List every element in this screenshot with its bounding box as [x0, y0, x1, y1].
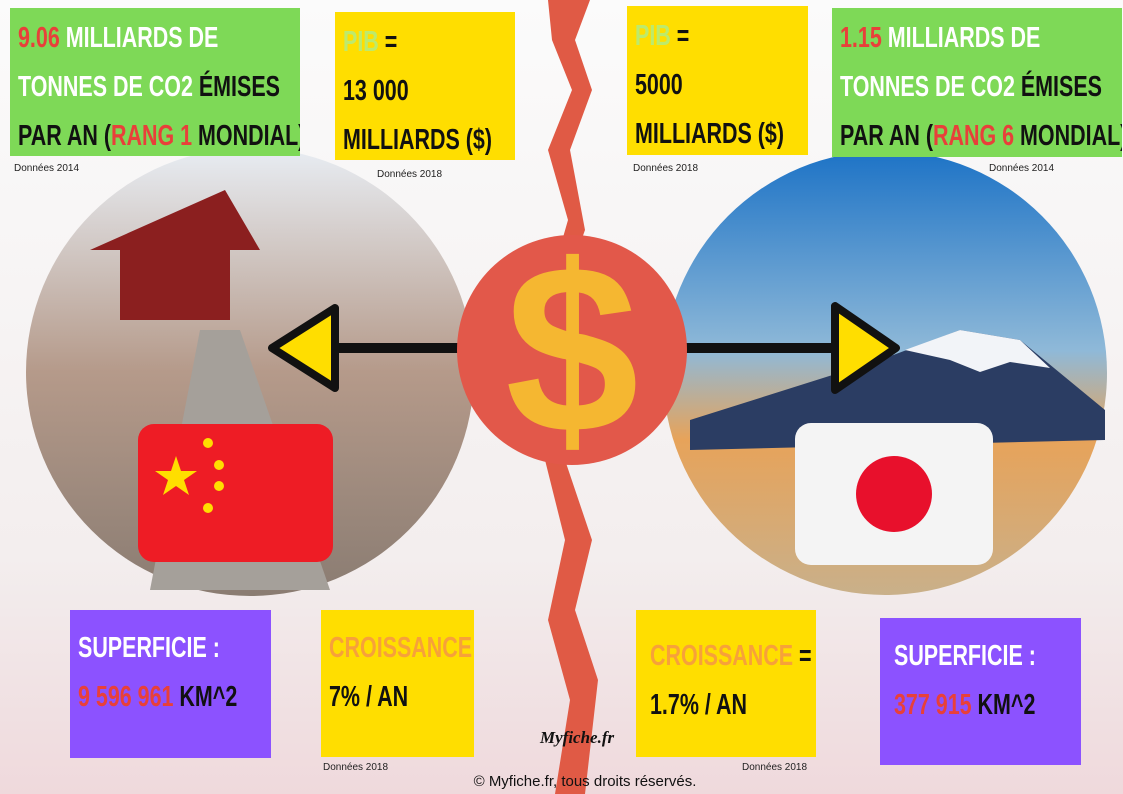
- text-segment: =: [472, 632, 474, 664]
- text-line: 7% / AN: [329, 673, 430, 722]
- flag-star: [155, 456, 197, 495]
- footer: © Myfiche.fr, tous droits réservés.: [473, 773, 697, 790]
- flag-star: [214, 460, 224, 470]
- text-segment: PIB: [635, 20, 671, 52]
- text-segment: MILLIARDS DE: [59, 22, 219, 54]
- fuji-snow: [905, 330, 1050, 372]
- box-text: PIB = 13 000 MILLIARDS ($): [343, 18, 492, 160]
- japan-sun: [856, 456, 932, 532]
- text-segment: 13 000: [343, 75, 409, 107]
- text-segment: 9 596 961: [78, 681, 174, 713]
- text-segment: MONDIAL): [192, 120, 300, 152]
- text-line: TONNES DE CO2 ÉMISES: [18, 63, 280, 112]
- box-text: SUPERFICIE : 377 915 KM^2: [894, 632, 1036, 730]
- text-segment: TONNES DE CO2: [18, 71, 193, 103]
- co2-box: 1.15 MILLIARDS DE TONNES DE CO2 ÉMISES PAR…: [832, 8, 1122, 157]
- flag-star: [203, 438, 213, 448]
- arrow-left-head: [268, 304, 339, 392]
- text-segment: CROISSANCE: [650, 640, 794, 672]
- text-segment: MILLIARDS DE: [881, 22, 1041, 54]
- text-line: 9.06 MILLIARDS DE: [18, 14, 221, 63]
- text-line: 13 000: [343, 67, 464, 116]
- box-text: CROISSANCE = 1.7% / AN: [650, 632, 812, 730]
- text-line: MILLIARDS ($): [635, 110, 784, 155]
- china-flag: [138, 424, 333, 562]
- source: Données 2018: [633, 163, 699, 174]
- text-segment: PIB: [343, 26, 379, 58]
- text-line: CROISSANCE =: [650, 632, 812, 681]
- text-segment: 5000: [635, 69, 683, 101]
- source: Données 2014: [14, 163, 80, 174]
- text-segment: MILLIARDS ($): [343, 124, 493, 156]
- text-segment: 9.06: [18, 22, 60, 54]
- text-segment: =: [378, 26, 398, 58]
- box-text: 1.15 MILLIARDS DE TONNES DE CO2 ÉMISES PAR…: [840, 14, 1122, 157]
- box-text: PIB = 5000 MILLIARDS ($): [635, 12, 784, 155]
- text-line: CROISSANCE =: [329, 624, 472, 673]
- text-line: PIB =: [343, 18, 464, 67]
- text-line: 9 596 961 KM^2: [78, 673, 237, 722]
- text-segment: PAR AN (: [18, 120, 111, 152]
- text-segment: CROISSANCE: [329, 632, 473, 664]
- dollar-sign: $: [505, 215, 638, 483]
- text-segment: ÉMISES: [1014, 71, 1102, 103]
- flag-star: [214, 481, 224, 491]
- arrow-right-head: [831, 302, 900, 394]
- text-segment: PAR AN (: [840, 120, 933, 152]
- text-segment: 377 915: [894, 689, 972, 721]
- text-line: 5000: [635, 61, 757, 110]
- text-line: PAR AN (RANG 6 MONDIAL): [840, 112, 1122, 157]
- box-text: CROISSANCE = 7% / AN: [329, 624, 472, 722]
- source: Données 2018: [377, 169, 443, 180]
- logo: Myfiche.fr: [540, 728, 615, 747]
- source: Données 2018: [323, 762, 389, 773]
- text-segment: RANG 6: [932, 120, 1015, 152]
- text-segment: SUPERFICIE :: [894, 640, 1036, 672]
- text-line: PIB =: [635, 12, 757, 61]
- co2-box: 9.06 MILLIARDS DE TONNES DE CO2 ÉMISES PAR…: [10, 8, 300, 156]
- text-segment: RANG 1: [110, 120, 193, 152]
- text-segment: =: [670, 20, 690, 52]
- gdp-box: PIB = 13 000 MILLIARDS ($): [335, 12, 515, 160]
- text-segment: KM^2: [971, 689, 1036, 721]
- text-line: MILLIARDS ($): [343, 116, 492, 160]
- text-line: SUPERFICIE :: [78, 624, 220, 673]
- china-pavilion: [90, 190, 260, 320]
- text-line: TONNES DE CO2 ÉMISES: [840, 63, 1102, 112]
- text-segment: 1.15: [840, 22, 882, 54]
- text-line: 377 915 KM^2: [894, 681, 1035, 730]
- text-segment: 7% / AN: [329, 681, 409, 713]
- text-segment: SUPERFICIE :: [78, 632, 220, 664]
- box-text: 9.06 MILLIARDS DE TONNES DE CO2 ÉMISES PAR…: [18, 14, 300, 156]
- text-line: SUPERFICIE :: [894, 632, 1036, 681]
- text-line: 1.7% / AN: [650, 681, 762, 730]
- area-box: SUPERFICIE : 9 596 961 KM^2: [70, 610, 271, 758]
- source: Données 2018: [742, 762, 808, 773]
- box-text: SUPERFICIE : 9 596 961 KM^2: [78, 624, 237, 722]
- growth-box: CROISSANCE = 1.7% / AN: [636, 610, 816, 757]
- gdp-box: PIB = 5000 MILLIARDS ($): [627, 6, 808, 155]
- text-segment: KM^2: [173, 681, 238, 713]
- flag-star: [203, 503, 213, 513]
- text-segment: TONNES DE CO2: [840, 71, 1015, 103]
- text-segment: 1.7% / AN: [650, 689, 748, 721]
- area-box: SUPERFICIE : 377 915 KM^2: [880, 618, 1081, 765]
- growth-box: CROISSANCE = 7% / AN: [321, 610, 474, 757]
- text-line: PAR AN (RANG 1 MONDIAL): [18, 112, 300, 156]
- text-segment: =: [793, 640, 812, 672]
- text-segment: ÉMISES: [192, 71, 280, 103]
- source: Données 2014: [989, 163, 1055, 174]
- dollar-circle: [457, 235, 687, 465]
- text-line: 1.15 MILLIARDS DE: [840, 14, 1043, 63]
- text-segment: MILLIARDS ($): [635, 118, 785, 150]
- text-segment: MONDIAL): [1014, 120, 1122, 152]
